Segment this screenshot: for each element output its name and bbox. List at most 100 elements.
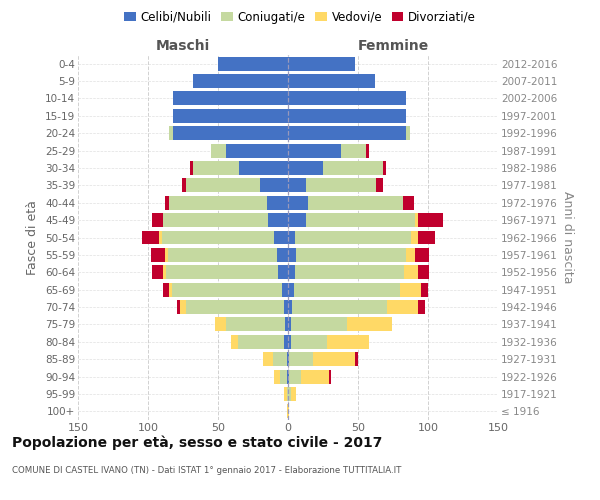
Bar <box>165 248 167 262</box>
Bar <box>288 196 308 209</box>
Bar <box>180 300 186 314</box>
Bar <box>284 300 288 314</box>
Legend: Celibi/Nubili, Coniugati/e, Vedovi/e, Divorziati/e: Celibi/Nubili, Coniugati/e, Vedovi/e, Di… <box>119 6 481 28</box>
Bar <box>291 318 347 332</box>
Bar <box>288 74 375 88</box>
Bar <box>260 178 288 192</box>
Bar <box>178 300 180 314</box>
Bar <box>267 196 288 209</box>
Bar <box>169 282 172 296</box>
Bar <box>165 196 169 209</box>
Bar <box>327 335 369 348</box>
Bar <box>285 318 288 332</box>
Bar <box>152 266 163 279</box>
Bar <box>280 370 287 384</box>
Bar <box>289 370 301 384</box>
Bar <box>163 266 166 279</box>
Bar <box>215 318 226 332</box>
Bar <box>415 213 418 227</box>
Bar <box>288 387 291 401</box>
Bar <box>182 178 186 192</box>
Bar <box>167 248 277 262</box>
Bar <box>169 126 173 140</box>
Bar <box>288 282 293 296</box>
Bar <box>173 92 288 106</box>
Bar <box>163 282 169 296</box>
Bar <box>306 213 415 227</box>
Bar <box>406 248 415 262</box>
Bar <box>173 126 288 140</box>
Bar <box>142 230 159 244</box>
Bar <box>415 248 430 262</box>
Bar <box>211 144 226 158</box>
Bar <box>272 352 287 366</box>
Bar <box>291 335 327 348</box>
Bar <box>288 92 406 106</box>
Bar <box>329 370 331 384</box>
Bar <box>288 335 291 348</box>
Bar <box>278 266 288 279</box>
Bar <box>162 230 274 244</box>
Bar <box>288 109 406 123</box>
Bar <box>289 352 313 366</box>
Bar <box>288 404 289 418</box>
Bar <box>230 335 238 348</box>
Bar <box>421 282 428 296</box>
Bar <box>403 196 414 209</box>
Bar <box>288 300 292 314</box>
Bar <box>418 230 435 244</box>
Bar <box>376 178 383 192</box>
Bar <box>283 282 288 296</box>
Bar <box>341 144 367 158</box>
Bar <box>287 387 288 401</box>
Y-axis label: Anni di nascita: Anni di nascita <box>561 191 574 284</box>
Bar <box>186 300 284 314</box>
Bar <box>288 370 289 384</box>
Text: Popolazione per età, sesso e stato civile - 2017: Popolazione per età, sesso e stato civil… <box>12 435 382 450</box>
Bar <box>418 266 430 279</box>
Bar <box>274 230 288 244</box>
Bar <box>308 196 403 209</box>
Bar <box>190 161 193 175</box>
Bar <box>173 109 288 123</box>
Bar <box>411 230 418 244</box>
Bar <box>400 282 421 296</box>
Y-axis label: Fasce di età: Fasce di età <box>26 200 40 275</box>
Bar <box>388 300 418 314</box>
Bar <box>367 144 369 158</box>
Bar <box>292 300 388 314</box>
Bar <box>404 266 418 279</box>
Bar <box>323 161 383 175</box>
Bar <box>218 56 288 70</box>
Bar <box>172 282 283 296</box>
Bar <box>296 248 406 262</box>
Bar <box>193 74 288 88</box>
Bar <box>226 144 288 158</box>
Bar <box>169 196 267 209</box>
Bar <box>288 230 295 244</box>
Bar <box>288 266 295 279</box>
Bar <box>306 178 376 192</box>
Bar <box>277 248 288 262</box>
Bar <box>287 352 288 366</box>
Bar <box>159 230 162 244</box>
Bar <box>274 370 280 384</box>
Bar <box>288 178 306 192</box>
Bar <box>238 335 284 348</box>
Bar <box>186 178 260 192</box>
Text: COMUNE DI CASTEL IVANO (TN) - Dati ISTAT 1° gennaio 2017 - Elaborazione TUTTITAL: COMUNE DI CASTEL IVANO (TN) - Dati ISTAT… <box>12 466 401 475</box>
Bar <box>239 161 288 175</box>
Bar <box>288 213 306 227</box>
Bar <box>152 213 163 227</box>
Bar <box>418 300 425 314</box>
Bar <box>287 404 288 418</box>
Bar <box>347 318 392 332</box>
Bar <box>406 126 410 140</box>
Bar <box>288 56 355 70</box>
Bar <box>288 248 296 262</box>
Bar <box>313 352 355 366</box>
Bar <box>291 387 296 401</box>
Bar <box>288 161 323 175</box>
Bar <box>263 352 272 366</box>
Text: Maschi: Maschi <box>156 40 210 54</box>
